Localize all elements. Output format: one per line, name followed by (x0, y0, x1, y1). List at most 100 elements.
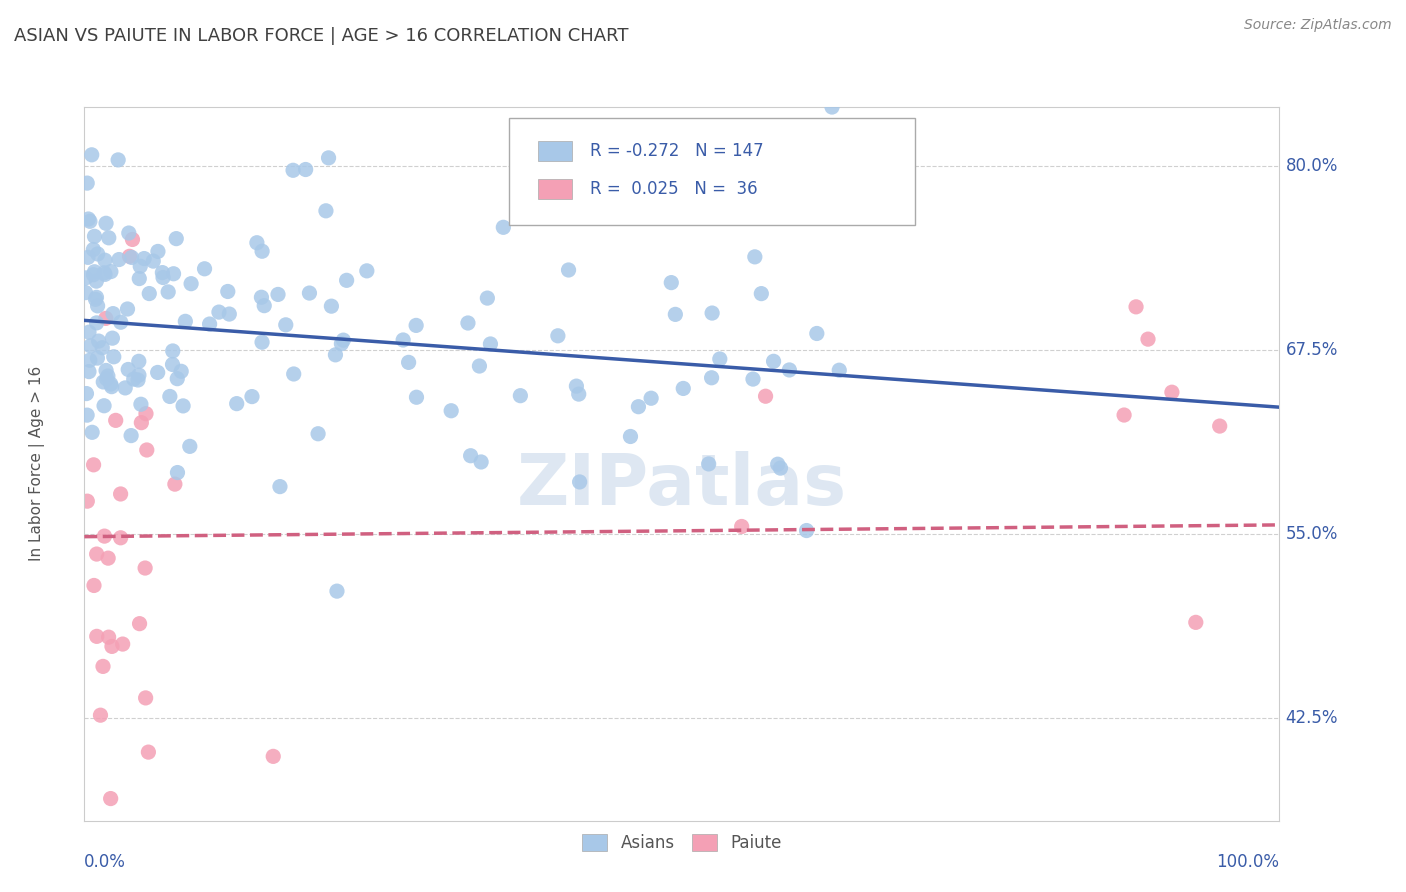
Point (330, 336, 353, 351)
Point (86, 247, 108, 261)
Point (672, 381, 695, 395)
Point (700, 371, 723, 385)
Point (208, 305, 231, 319)
Bar (538, 141, 572, 161)
Point (1125, 300, 1147, 314)
Point (84, 293, 107, 307)
Point (100, 791, 122, 805)
Point (179, 439, 201, 453)
Point (103, 350, 125, 364)
Point (568, 387, 591, 401)
Point (392, 333, 415, 347)
Point (77, 365, 100, 379)
Point (281, 163, 304, 178)
Point (1114, 408, 1136, 422)
Point (135, 690, 157, 705)
Point (118, 226, 141, 240)
Point (76, 494, 98, 508)
Point (166, 372, 188, 386)
Point (77, 251, 100, 265)
Point (77, 325, 100, 339)
Point (321, 299, 343, 313)
Point (250, 244, 273, 259)
Point (83, 458, 105, 472)
Point (117, 301, 139, 316)
Point (356, 264, 378, 278)
Text: 80.0%: 80.0% (1285, 157, 1339, 175)
Point (744, 250, 766, 264)
Point (1209, 419, 1232, 434)
Point (101, 640, 124, 654)
Point (477, 291, 499, 305)
Point (163, 477, 186, 491)
Point (762, 354, 785, 368)
Point (131, 416, 153, 430)
Point (294, 162, 316, 177)
Point (274, 318, 297, 332)
Text: ASIAN VS PAIUTE IN LABOR FORCE | AGE > 16 CORRELATION CHART: ASIAN VS PAIUTE IN LABOR FORCE | AGE > 1… (14, 27, 628, 45)
Point (79, 214, 101, 228)
Point (796, 524, 818, 538)
Point (94, 253, 117, 268)
Point (627, 400, 650, 414)
Point (162, 267, 184, 281)
Point (547, 328, 569, 343)
Point (193, 261, 215, 276)
Point (162, 358, 184, 372)
Point (87, 334, 110, 348)
Point (468, 359, 491, 373)
Point (755, 389, 778, 403)
Text: R = -0.272   N = 147: R = -0.272 N = 147 (591, 143, 763, 161)
Point (110, 531, 132, 545)
Point (172, 399, 194, 413)
Point (250, 335, 273, 350)
Point (75, 386, 97, 401)
Point (97, 231, 120, 245)
Text: Source: ZipAtlas.com: Source: ZipAtlas.com (1244, 18, 1392, 32)
Point (86, 299, 108, 313)
Point (83, 578, 105, 592)
Text: In Labor Force | Age > 16: In Labor Force | Age > 16 (28, 367, 45, 561)
Point (336, 273, 359, 287)
Point (398, 355, 420, 369)
Point (828, 363, 851, 377)
Point (100, 379, 122, 393)
Point (77, 212, 100, 227)
Point (91, 659, 114, 673)
Point (457, 316, 479, 330)
Point (93, 266, 115, 280)
Text: 0.0%: 0.0% (84, 853, 127, 871)
Point (128, 271, 150, 285)
Point (82, 425, 104, 440)
Point (246, 235, 269, 250)
Point (86, 629, 108, 643)
Point (101, 307, 124, 321)
Point (129, 397, 152, 411)
Legend: Asians, Paiute: Asians, Paiute (576, 827, 787, 859)
Point (253, 299, 276, 313)
Point (128, 616, 150, 631)
Point (79, 339, 101, 353)
Bar (538, 179, 572, 199)
Point (134, 252, 156, 266)
Point (91, 341, 114, 355)
Point (128, 368, 150, 383)
Point (806, 326, 828, 341)
Point (107, 153, 129, 167)
Point (778, 363, 800, 377)
Text: 67.5%: 67.5% (1285, 341, 1339, 359)
Point (108, 252, 131, 267)
Point (135, 407, 157, 421)
Point (180, 277, 202, 291)
Point (80, 148, 103, 162)
Point (82, 268, 104, 282)
Point (225, 397, 247, 411)
Point (315, 203, 337, 218)
Point (121, 251, 143, 265)
Point (479, 337, 502, 351)
Point (76, 408, 98, 422)
Point (111, 637, 134, 651)
Point (146, 244, 169, 259)
Text: ZIPatlas: ZIPatlas (517, 450, 846, 520)
Point (165, 232, 187, 246)
